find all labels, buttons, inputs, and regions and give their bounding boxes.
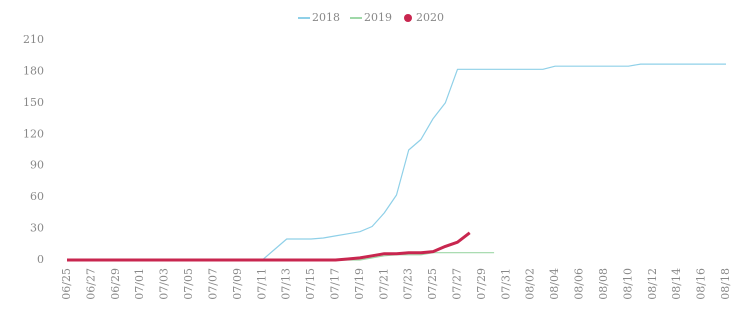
x-tick-label: 08/10	[621, 268, 634, 300]
x-tick-label: 06/29	[109, 268, 122, 300]
x-tick-label: 07/17	[328, 268, 341, 300]
x-tick-label: 07/07	[206, 268, 219, 300]
y-tick-label: 210	[23, 33, 44, 46]
x-tick-label: 07/27	[451, 268, 464, 300]
x-tick-label: 07/13	[280, 268, 293, 300]
y-tick-label: 60	[30, 190, 44, 203]
x-tick-label: 07/15	[304, 268, 317, 300]
x-tick-label: 07/29	[475, 268, 488, 300]
x-tick-label: 07/25	[426, 268, 439, 300]
y-tick-label: 30	[30, 222, 44, 235]
x-tick-label: 08/14	[670, 268, 683, 300]
x-tick-label: 06/27	[84, 268, 97, 300]
x-tick-label: 07/19	[353, 268, 366, 300]
y-tick-label: 180	[23, 64, 44, 77]
x-tick-label: 07/23	[402, 268, 415, 300]
series-line	[67, 231, 471, 262]
legend-marker	[404, 14, 412, 22]
x-tick-label: 07/09	[231, 268, 244, 300]
y-tick-label: 0	[37, 253, 44, 266]
legend-label: 2018	[312, 11, 340, 24]
series-line	[67, 63, 726, 261]
x-tick-label: 08/06	[573, 268, 586, 300]
legend-label: 2020	[416, 11, 444, 24]
legend-label: 2019	[364, 11, 392, 24]
x-tick-label: 08/04	[548, 268, 561, 300]
x-tick-label: 08/02	[524, 268, 537, 300]
y-tick-label: 120	[23, 127, 44, 140]
x-tick-label: 07/03	[158, 268, 171, 300]
x-tick-label: 08/12	[646, 268, 659, 300]
x-tick-label: 07/21	[377, 268, 390, 300]
x-tick-label: 06/25	[60, 268, 73, 300]
x-tick-label: 08/18	[719, 268, 731, 300]
x-tick-label: 07/05	[182, 268, 195, 300]
x-tick-label: 08/16	[695, 268, 708, 300]
x-tick-label: 08/08	[597, 268, 610, 300]
y-tick-label: 150	[23, 96, 44, 109]
x-tick-label: 07/31	[499, 268, 512, 300]
x-tick-label: 07/01	[133, 268, 146, 300]
x-tick-label: 07/11	[255, 268, 268, 300]
y-tick-label: 90	[30, 159, 44, 172]
